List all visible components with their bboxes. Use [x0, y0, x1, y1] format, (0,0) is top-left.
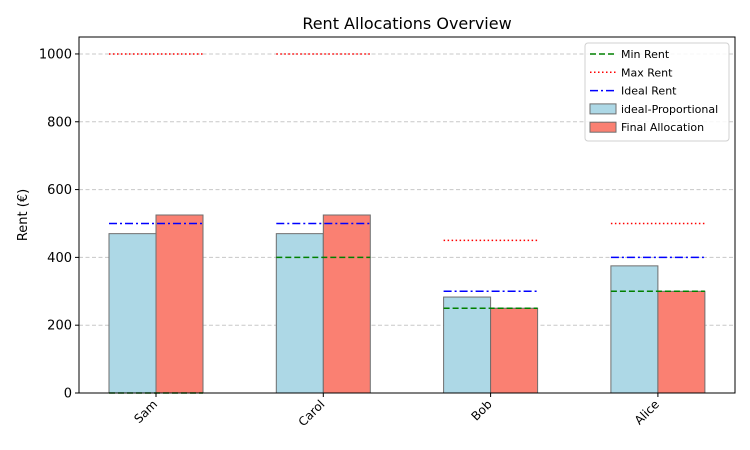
legend-label-final-allocation: Final Allocation [621, 121, 704, 134]
y-tick-label: 200 [47, 319, 72, 334]
chart-title: Rent Allocations Overview [302, 14, 511, 33]
legend-label-ideal-rent: Ideal Rent [621, 85, 677, 98]
y-tick-label: 0 [64, 387, 72, 402]
bars [108, 214, 706, 394]
y-tick-label: 600 [47, 183, 72, 198]
legend-label-max-rent: Max Rent [621, 66, 673, 79]
legend: Min Rent Max Rent Ideal Rent ideal-Proporti… [584, 42, 730, 142]
bar-final-allocation-alice [657, 290, 706, 394]
legend-label-min-rent: Min Rent [621, 48, 670, 61]
legend-swatch-final-allocation [589, 121, 617, 133]
bar-ideal-proportional-alice [610, 265, 659, 394]
bar-final-allocation-carol [322, 214, 371, 394]
bar-final-allocation-sam [155, 214, 204, 394]
legend-label-ideal-proportional: ideal-Proportional [621, 103, 718, 116]
y-tick-label: 1000 [39, 47, 72, 62]
x-tick-label-sam: Sam [131, 397, 160, 426]
legend-box [584, 42, 730, 142]
plot-frame [78, 36, 736, 394]
legend-swatch-ideal-proportional [589, 103, 617, 115]
x-tick-label-alice: Alice [632, 397, 662, 427]
bar-ideal-proportional-sam [108, 233, 157, 394]
x-tick-label-bob: Bob [468, 397, 494, 423]
bar-ideal-proportional-bob [443, 296, 492, 394]
bar-ideal-proportional-carol [275, 233, 324, 394]
y-tick-label: 800 [47, 115, 72, 130]
y-axis-label: Rent (€) [16, 189, 31, 241]
x-tick-label-carol: Carol [296, 397, 328, 429]
y-tick-label: 400 [47, 251, 72, 266]
bar-final-allocation-bob [490, 307, 539, 394]
